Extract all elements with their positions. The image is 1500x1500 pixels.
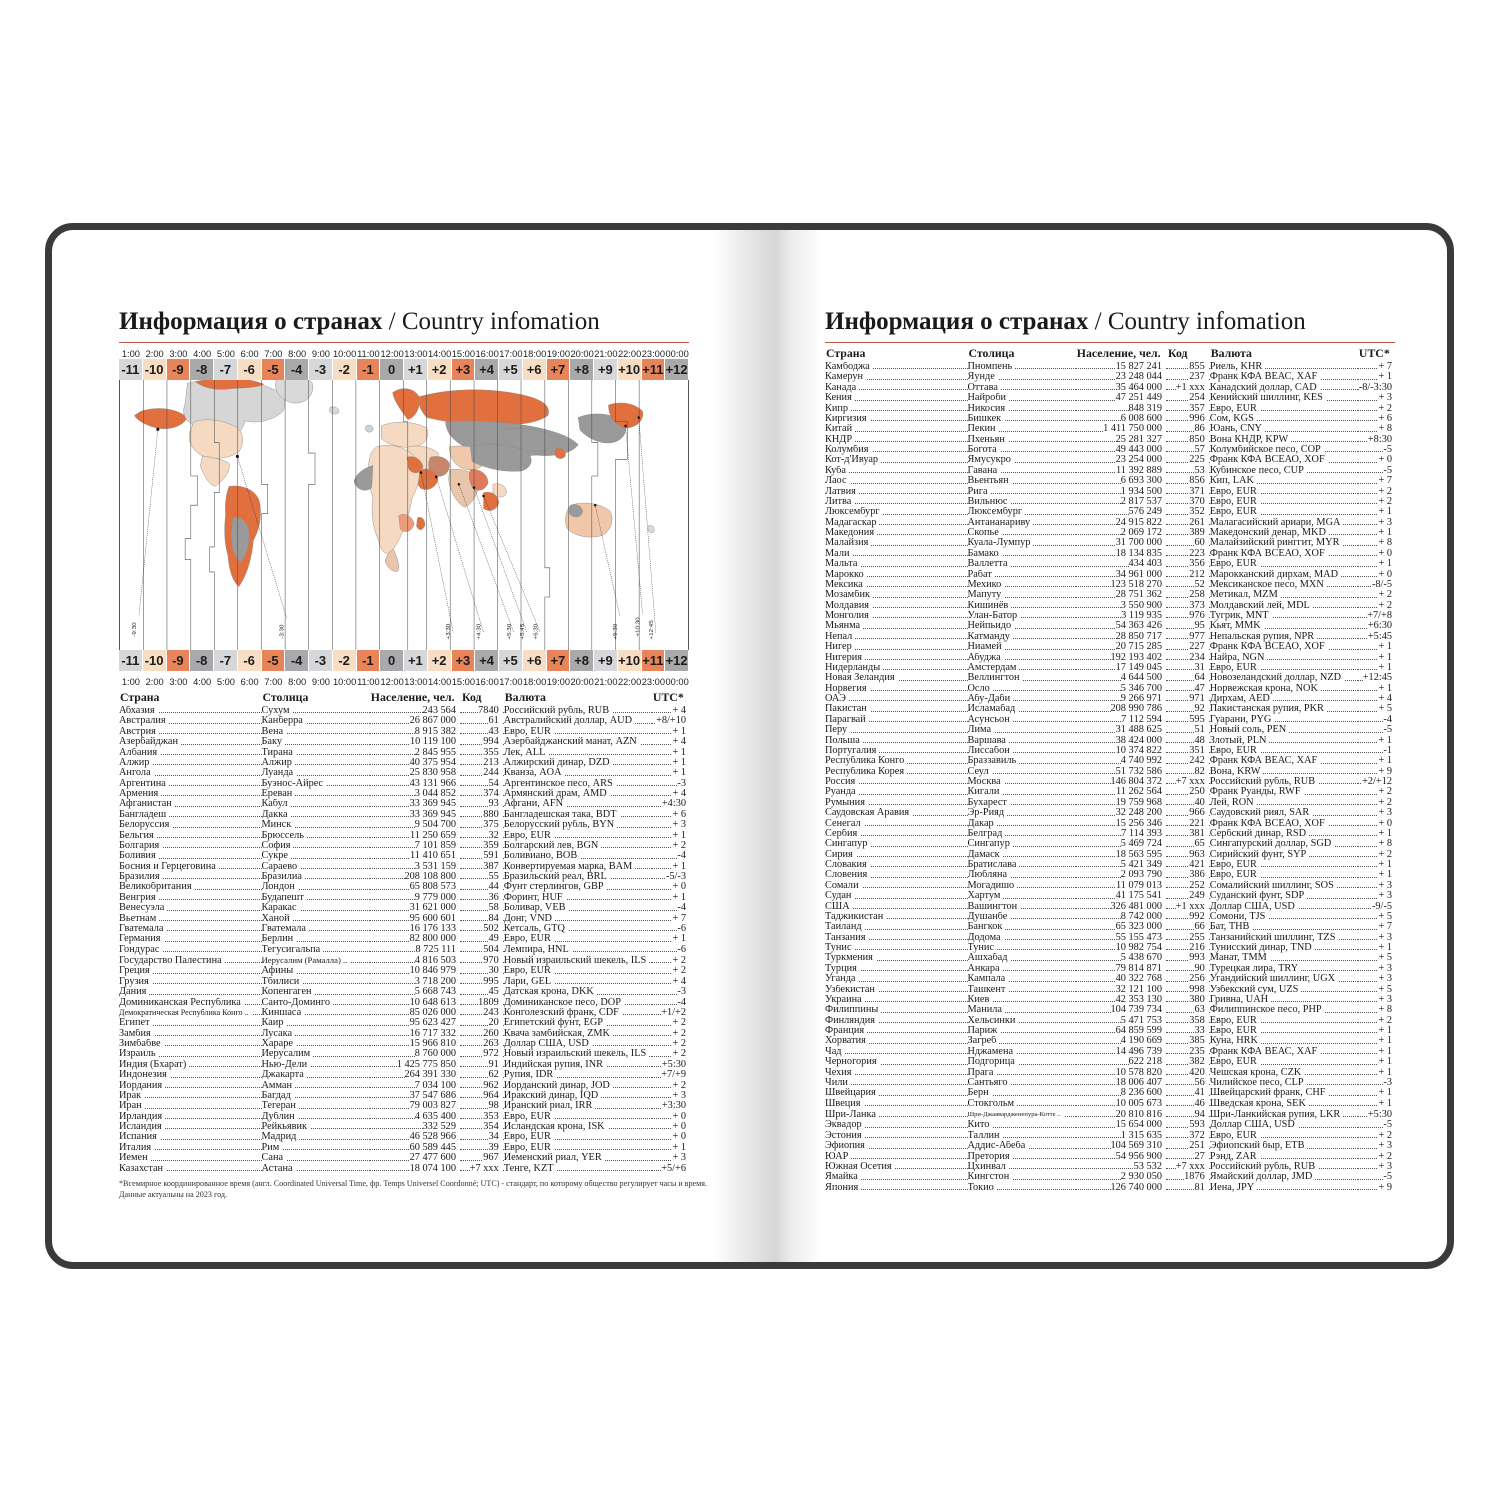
- svg-text:+12:45: +12:45: [649, 620, 655, 640]
- svg-text:+5:45: +5:45: [520, 623, 526, 640]
- svg-text:-9:30: -9:30: [132, 622, 138, 637]
- svg-text:-3:30: -3:30: [280, 624, 286, 639]
- svg-text:+4:30: +4:30: [477, 623, 483, 640]
- svg-text:+9:30: +9:30: [613, 623, 619, 640]
- svg-text:+3:30: +3:30: [446, 623, 452, 640]
- svg-text:+6:30: +6:30: [533, 623, 539, 640]
- svg-text:+10:30: +10:30: [636, 617, 642, 637]
- svg-text:+5:30: +5:30: [507, 623, 513, 640]
